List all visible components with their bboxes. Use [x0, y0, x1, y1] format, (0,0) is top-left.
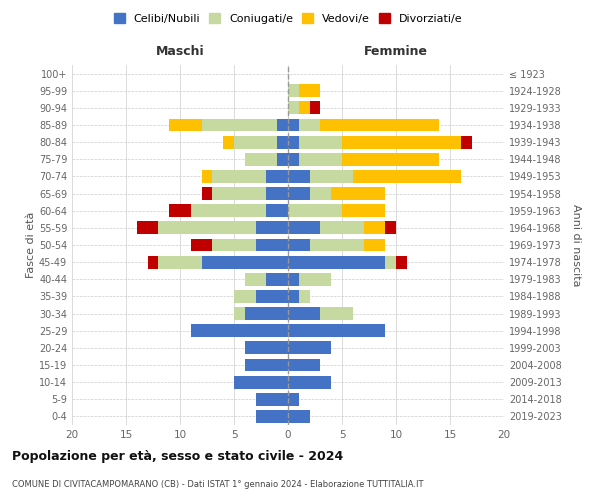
Bar — [234, 376, 288, 388]
Y-axis label: Fasce di età: Fasce di età — [26, 212, 36, 278]
Bar — [288, 290, 299, 303]
Text: Maschi: Maschi — [155, 45, 205, 58]
Bar — [310, 238, 364, 252]
Bar — [234, 136, 277, 148]
Bar — [277, 153, 288, 166]
Bar — [245, 273, 266, 285]
Bar — [266, 204, 288, 217]
Bar — [320, 307, 353, 320]
Bar — [288, 410, 310, 423]
Bar — [245, 358, 288, 372]
Bar — [461, 136, 472, 148]
Bar — [234, 307, 245, 320]
Bar — [299, 153, 342, 166]
Bar — [299, 102, 310, 114]
Bar — [212, 187, 266, 200]
Bar — [212, 238, 256, 252]
Bar — [288, 307, 320, 320]
Bar — [288, 376, 331, 388]
Bar — [320, 222, 364, 234]
Bar — [158, 222, 256, 234]
Bar — [353, 170, 461, 183]
Bar — [299, 290, 310, 303]
Bar — [288, 136, 299, 148]
Bar — [342, 136, 461, 148]
Bar — [256, 410, 288, 423]
Bar — [277, 136, 288, 148]
Bar — [396, 256, 407, 268]
Legend: Celibi/Nubili, Coniugati/e, Vedovi/e, Divorziati/e: Celibi/Nubili, Coniugati/e, Vedovi/e, Di… — [113, 13, 463, 24]
Bar — [288, 393, 299, 406]
Bar — [320, 118, 439, 132]
Bar — [266, 273, 288, 285]
Bar — [202, 256, 288, 268]
Bar — [288, 238, 310, 252]
Bar — [299, 273, 331, 285]
Bar — [191, 324, 288, 337]
Bar — [310, 187, 331, 200]
Bar — [385, 222, 396, 234]
Text: COMUNE DI CIVITACAMPOMARANO (CB) - Dati ISTAT 1° gennaio 2024 - Elaborazione TUT: COMUNE DI CIVITACAMPOMARANO (CB) - Dati … — [12, 480, 424, 489]
Bar — [288, 102, 299, 114]
Bar — [310, 102, 320, 114]
Bar — [342, 153, 439, 166]
Bar — [202, 118, 277, 132]
Bar — [385, 256, 396, 268]
Bar — [288, 324, 385, 337]
Bar — [191, 204, 266, 217]
Bar — [256, 290, 288, 303]
Bar — [256, 222, 288, 234]
Bar — [137, 222, 158, 234]
Bar — [288, 84, 299, 97]
Bar — [266, 187, 288, 200]
Bar — [364, 238, 385, 252]
Bar — [288, 170, 310, 183]
Bar — [364, 222, 385, 234]
Bar — [288, 358, 320, 372]
Bar — [288, 187, 310, 200]
Bar — [169, 204, 191, 217]
Bar — [245, 153, 277, 166]
Bar — [245, 342, 288, 354]
Bar — [277, 118, 288, 132]
Bar — [148, 256, 158, 268]
Bar — [256, 238, 288, 252]
Bar — [256, 393, 288, 406]
Y-axis label: Anni di nascita: Anni di nascita — [571, 204, 581, 286]
Bar — [288, 204, 342, 217]
Bar — [342, 204, 385, 217]
Bar — [299, 136, 342, 148]
Bar — [212, 170, 266, 183]
Bar — [331, 187, 385, 200]
Bar — [169, 118, 202, 132]
Bar — [310, 170, 353, 183]
Bar — [158, 256, 202, 268]
Bar — [288, 118, 299, 132]
Bar — [288, 153, 299, 166]
Bar — [288, 222, 320, 234]
Text: Femmine: Femmine — [364, 45, 428, 58]
Bar — [266, 170, 288, 183]
Bar — [202, 187, 212, 200]
Bar — [202, 170, 212, 183]
Bar — [234, 290, 256, 303]
Text: Popolazione per età, sesso e stato civile - 2024: Popolazione per età, sesso e stato civil… — [12, 450, 343, 463]
Bar — [245, 307, 288, 320]
Bar — [191, 238, 212, 252]
Bar — [223, 136, 234, 148]
Bar — [299, 84, 320, 97]
Bar — [299, 118, 320, 132]
Bar — [288, 273, 299, 285]
Bar — [288, 342, 331, 354]
Bar — [288, 256, 385, 268]
